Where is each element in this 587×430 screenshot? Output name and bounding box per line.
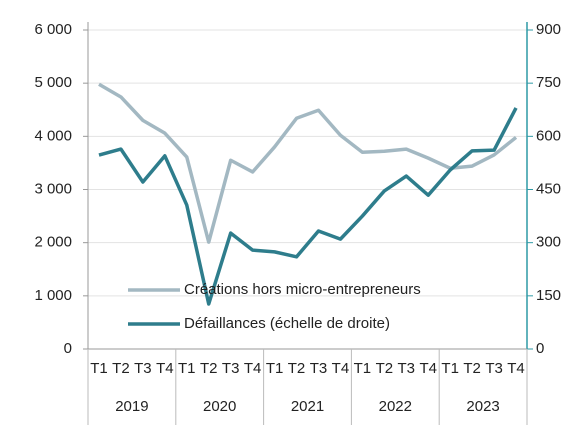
x-tick-label: T1 — [178, 360, 196, 377]
x-tick-label: T1 — [441, 360, 459, 377]
x-group-label: 2021 — [291, 398, 324, 415]
x-tick-label: T2 — [463, 360, 481, 377]
y2-tick-label: 300 — [536, 234, 561, 251]
y-tick-label: 1 000 — [34, 287, 72, 304]
series-line — [98, 107, 518, 306]
x-tick-label: T4 — [332, 360, 350, 377]
legend-label: Défaillances (échelle de droite) — [184, 315, 390, 332]
y-tick-label: 3 000 — [34, 180, 72, 197]
x-tick-label: T4 — [244, 360, 262, 377]
y-tick-label: 0 — [64, 340, 72, 357]
x-tick-label: T3 — [134, 360, 152, 377]
x-tick-label: T4 — [156, 360, 174, 377]
y-tick-label: 6 000 — [34, 21, 72, 38]
series-line — [98, 82, 518, 244]
x-group-label: 2023 — [466, 398, 499, 415]
x-group-label: 2019 — [115, 398, 148, 415]
x-tick-label: T4 — [419, 360, 437, 377]
x-tick-label: T1 — [354, 360, 372, 377]
y-tick-label: 5 000 — [34, 74, 72, 91]
x-tick-label: T2 — [200, 360, 218, 377]
y-tick-label: 4 000 — [34, 127, 72, 144]
y2-tick-label: 750 — [536, 74, 561, 91]
x-tick-label: T4 — [507, 360, 525, 377]
y2-tick-label: 150 — [536, 287, 561, 304]
y-tick-label: 2 000 — [34, 234, 72, 251]
x-tick-label: T2 — [112, 360, 130, 377]
x-tick-label: T1 — [90, 360, 108, 377]
x-tick-label: T3 — [398, 360, 416, 377]
y2-tick-label: 600 — [536, 127, 561, 144]
y2-tick-label: 450 — [536, 180, 561, 197]
x-tick-label: T2 — [376, 360, 394, 377]
x-group-label: 2020 — [203, 398, 236, 415]
x-group-label: 2022 — [379, 398, 412, 415]
y2-tick-label: 900 — [536, 21, 561, 38]
x-tick-label: T2 — [288, 360, 306, 377]
x-tick-label: T3 — [485, 360, 503, 377]
x-tick-label: T3 — [222, 360, 240, 377]
legend-label: Créations hors micro-entrepreneurs — [184, 281, 421, 298]
y2-tick-label: 0 — [536, 340, 544, 357]
x-tick-label: T3 — [310, 360, 328, 377]
x-tick-label: T1 — [266, 360, 284, 377]
